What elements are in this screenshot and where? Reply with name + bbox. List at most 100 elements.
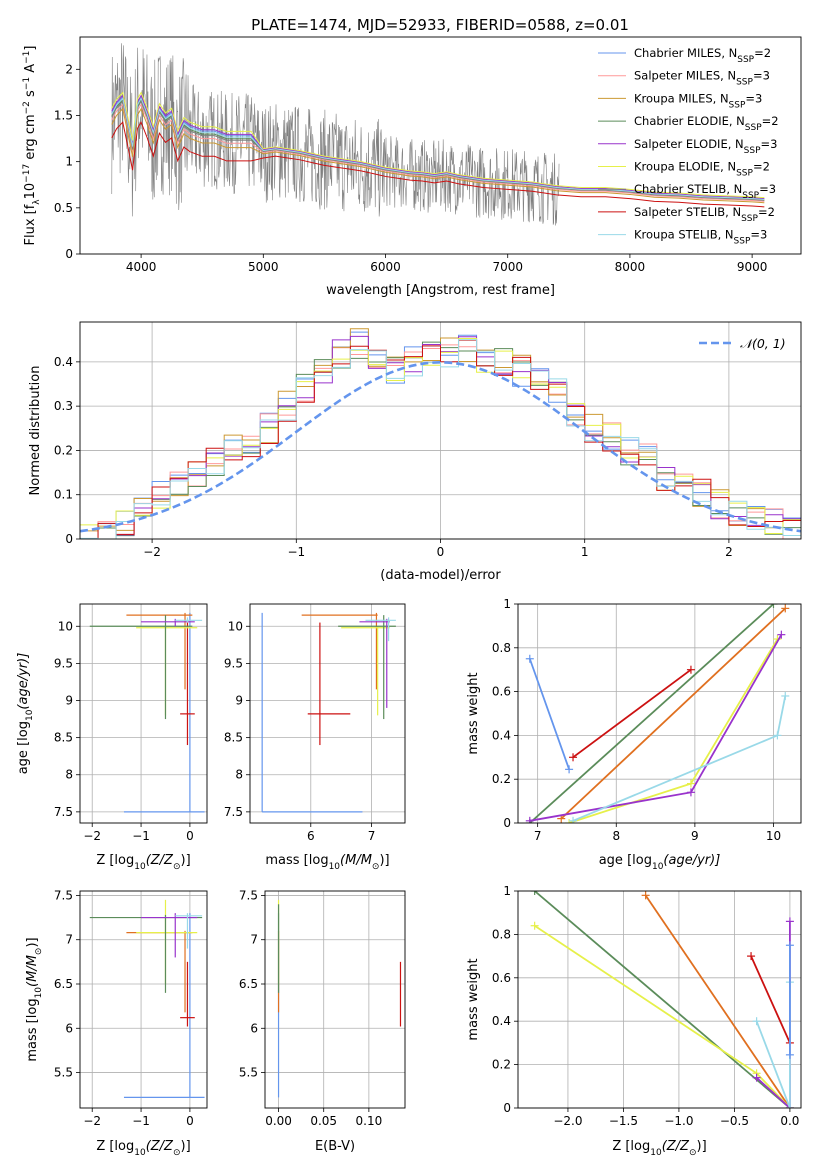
- label-fragment: age [log: [599, 853, 652, 868]
- label-fragment: SSP: [745, 123, 762, 133]
- y-tick-label: 6: [65, 1021, 73, 1035]
- massweight-line-salpeter-stelib: [750, 955, 791, 1044]
- massweight-line-kroupa-stelib: [755, 982, 791, 1108]
- label-fragment: Kroupa ELODIE, N: [634, 160, 736, 174]
- x-tick-label: 7: [534, 829, 542, 843]
- massweight-line-age_orange: [644, 894, 791, 1108]
- model-spectrum-kroupa-miles: [111, 107, 765, 204]
- y-tick-label: 1: [503, 597, 511, 611]
- model-spectrum-kroupa-elodie: [111, 91, 765, 199]
- y-tick-label: 6.5: [54, 977, 73, 991]
- massweight-line-salpeter-elodie: [756, 921, 791, 1108]
- model-spectrum-salpeter-miles: [111, 103, 765, 202]
- y-tick-label: 0.2: [492, 772, 511, 786]
- label-fragment: (M/M: [25, 955, 40, 987]
- x-tick-label: 6: [307, 829, 315, 843]
- mass-vs-metallicity-panel: −2 −1 05.566.577.5Z [log10(Z/Z⊙)]mass [log…: [25, 888, 208, 1158]
- y-tick-label: 7.5: [224, 805, 243, 819]
- y-tick-label: 0.6: [492, 685, 511, 699]
- axes-frame: [517, 890, 802, 1109]
- label-fragment: A: [23, 64, 38, 77]
- label-fragment: (Z/Z: [146, 853, 174, 868]
- y-tick-label: 0.8: [492, 641, 511, 655]
- label-fragment: −17: [22, 164, 32, 183]
- label-fragment: Kroupa STELIB, N: [634, 228, 734, 242]
- x-axis-label: Z [log10(Z/Z⊙)]: [96, 853, 190, 872]
- plot-area: [525, 604, 790, 823]
- legend-entry: Kroupa STELIB, NSSP=3: [634, 228, 767, 247]
- residuals-panel: −2 −1 0 1 2 0 0.1 0.2 0.3 0.4 (data-model)/error No…: [28, 321, 802, 583]
- label-fragment: (M/M: [340, 853, 372, 868]
- label-fragment: Salpeter MILES, N: [634, 69, 736, 83]
- y-tick-label: 0: [503, 1101, 511, 1115]
- x-tick-label: −1: [132, 829, 150, 843]
- label-fragment: Kroupa MILES, N: [634, 91, 729, 105]
- y-tick-label: 5.5: [239, 1066, 258, 1080]
- label-fragment: SSP: [742, 191, 759, 201]
- label-fragment: SSP: [729, 100, 746, 110]
- massweight-line-age_orange: [560, 607, 786, 820]
- massweight-line-salpeter-elodie: [529, 634, 783, 822]
- label-fragment: ⊙: [34, 948, 44, 956]
- y-tick-label: 0: [65, 247, 73, 261]
- model-spectrum-salpeter-stelib: [111, 120, 765, 208]
- label-fragment: Chabrier MILES, N: [634, 46, 737, 60]
- y-axis-label: Flux [fλ10−17 erg cm−2 s−1 A−1]: [22, 46, 42, 246]
- y-tick-label: 0.6: [492, 971, 511, 985]
- x-tick-label: −1: [287, 545, 305, 559]
- legend-entry: 𝒩(0, 1): [740, 336, 786, 351]
- label-fragment: (Z/Z: [146, 1139, 174, 1154]
- label-fragment: =2: [753, 160, 770, 174]
- legend-entry: Salpeter MILES, NSSP=3: [634, 69, 770, 88]
- label-fragment: −2: [22, 101, 32, 114]
- massweight-line-chabrier-elodie: [529, 604, 775, 823]
- x-tick-label: 0.0: [780, 1114, 799, 1128]
- label-fragment: Chabrier STELIB, N: [634, 182, 742, 196]
- y-tick-label: 1: [65, 155, 73, 169]
- y-tick-label: 8: [235, 768, 243, 782]
- x-tick-label: 0.00: [265, 1114, 292, 1128]
- y-tick-label: 0.4: [492, 728, 511, 742]
- axes-frame: [249, 603, 406, 824]
- label-fragment: =2: [762, 114, 779, 128]
- plot-area: [89, 899, 205, 1098]
- plot-area: [277, 899, 402, 1098]
- x-tick-label: −1.0: [664, 1114, 693, 1128]
- x-tick-label: −2: [83, 1114, 101, 1128]
- residual-histogram-kroupa-stelib: [80, 339, 801, 539]
- label-fragment: =3: [753, 69, 770, 83]
- label-fragment: 10: [650, 1148, 662, 1158]
- y-axis-label: mass [log10(M/M⊙)]: [25, 937, 44, 1061]
- label-fragment: mass [log: [265, 853, 328, 868]
- label-fragment: Z [log: [96, 1139, 134, 1154]
- y-tick-label: 9: [65, 694, 73, 708]
- x-axis-label: (data-model)/error: [380, 568, 501, 583]
- y-axis-label: mass weight: [466, 672, 481, 754]
- label-fragment: Chabrier ELODIE, N: [634, 114, 745, 128]
- label-fragment: =2: [754, 46, 771, 60]
- x-tick-label: −1.5: [609, 1114, 638, 1128]
- mass-vs-ebv-panel: 0.00 0.05 0.10 5.5 6 6.5 7 7.5 E(B-V): [239, 888, 406, 1154]
- y-tick-label: 7.5: [54, 805, 73, 819]
- x-tick-label: 8000: [615, 260, 646, 274]
- label-fragment: 10: [134, 862, 146, 872]
- x-tick-label: 7: [368, 829, 376, 843]
- normal-distribution-curve: [80, 361, 801, 533]
- x-tick-label: 9: [691, 829, 699, 843]
- label-fragment: )]: [25, 937, 40, 947]
- x-tick-label: 1: [581, 545, 589, 559]
- y-tick-label: 6: [250, 1021, 258, 1035]
- x-tick-label: 0.05: [310, 1114, 337, 1128]
- model-spectrum-salpeter-elodie: [111, 94, 765, 200]
- x-axis-label: mass [log10(M/M⊙)]: [265, 853, 389, 872]
- label-fragment: Z [log: [96, 853, 134, 868]
- label-fragment: =3: [750, 228, 767, 242]
- label-fragment: =3: [761, 137, 778, 151]
- y-tick-label: 9: [235, 694, 243, 708]
- y-tick-label: 0.4: [54, 355, 73, 369]
- y-tick-label: 10: [228, 619, 243, 633]
- massweight-line-kroupa-stelib: [572, 695, 787, 822]
- x-tick-label: 8: [612, 829, 620, 843]
